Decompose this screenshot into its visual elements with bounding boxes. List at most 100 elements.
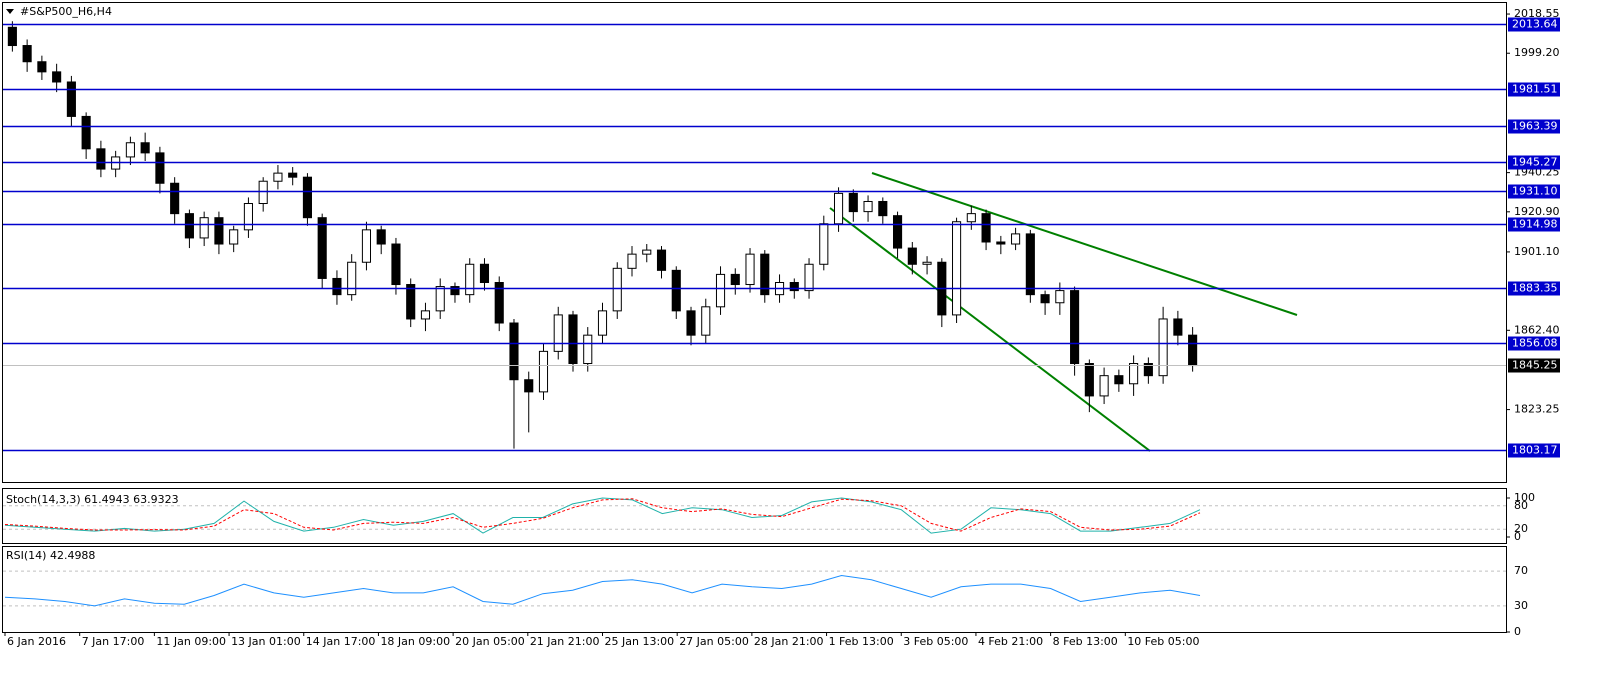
candle-body xyxy=(878,200,888,217)
y-tick-label: 70 xyxy=(1514,564,1528,577)
level-box xyxy=(1508,82,1560,97)
candle-body xyxy=(701,306,711,336)
candle-body xyxy=(1025,233,1035,296)
x-tick-label: 25 Jan 13:00 xyxy=(605,635,675,648)
candle-body xyxy=(819,223,829,265)
candle-body xyxy=(317,217,327,279)
level-box xyxy=(1508,336,1560,351)
candle-body xyxy=(391,243,401,286)
level-label: 1856.08 xyxy=(1512,337,1558,350)
rsi-title: RSI(14) 42.4988 xyxy=(6,549,95,562)
candle-body xyxy=(1011,233,1021,245)
level-label: 1803.17 xyxy=(1512,444,1558,457)
candle-body xyxy=(671,269,681,312)
x-tick-label: 14 Jan 17:00 xyxy=(306,635,376,648)
trendline xyxy=(871,172,1298,316)
candle-body xyxy=(347,261,357,296)
candle-body xyxy=(199,217,209,239)
candle-body xyxy=(745,253,755,286)
x-tick-label: 18 Jan 09:00 xyxy=(380,635,450,648)
candle-body xyxy=(494,282,504,324)
candle-body xyxy=(170,182,180,215)
y-tick-label: 1920.90 xyxy=(1514,205,1560,218)
candle-body xyxy=(66,81,76,117)
level-box xyxy=(1508,184,1560,199)
x-tick-label: 21 Jan 21:00 xyxy=(530,635,600,648)
y-tick-label: 1901.10 xyxy=(1514,245,1560,258)
candle-body xyxy=(376,229,386,245)
indicator-line xyxy=(4,498,1201,532)
candle-body xyxy=(125,142,135,158)
candle-body xyxy=(214,217,224,245)
candle-body xyxy=(789,282,799,292)
candle-body xyxy=(479,263,490,284)
x-tick-label: 13 Jan 01:00 xyxy=(231,635,301,648)
candle-body xyxy=(597,310,608,336)
candle-body xyxy=(229,229,239,245)
candle-body xyxy=(863,200,873,213)
candle-body xyxy=(1158,318,1168,377)
candle-body xyxy=(848,192,858,213)
stoch-panel xyxy=(2,488,1507,544)
candle-body xyxy=(1188,334,1198,367)
candle-body xyxy=(1173,318,1183,336)
x-tick-label: 4 Feb 21:00 xyxy=(978,635,1043,648)
x-tick-label: 6 Jan 2016 xyxy=(7,635,66,648)
candle-body xyxy=(966,213,976,223)
candle-body xyxy=(642,249,652,255)
candle-body xyxy=(22,45,32,63)
last-price-box xyxy=(1508,358,1560,373)
candle-body xyxy=(715,273,726,308)
level-label: 2013.64 xyxy=(1512,18,1558,31)
x-tick-label: 20 Jan 05:00 xyxy=(455,635,525,648)
indicator-line xyxy=(4,574,1201,607)
level-box xyxy=(1508,281,1560,296)
y-tick-label: 80 xyxy=(1514,499,1528,512)
y-tick-label: 2018.55 xyxy=(1514,7,1560,20)
candle-body xyxy=(465,263,475,296)
candle-body xyxy=(553,314,563,352)
level-box xyxy=(1508,17,1560,32)
level-box xyxy=(1508,217,1560,232)
y-tick-label: 1862.40 xyxy=(1514,323,1560,336)
candle-body xyxy=(730,273,740,286)
candle-body xyxy=(893,215,903,249)
y-tick-label: 0 xyxy=(1514,530,1521,543)
candle-body xyxy=(538,350,549,393)
candle-body xyxy=(435,286,445,312)
candle-body xyxy=(1040,294,1050,304)
candle-body xyxy=(907,247,917,265)
candle-body xyxy=(1070,290,1080,365)
candle-body xyxy=(7,26,17,47)
level-label: 1981.51 xyxy=(1512,83,1558,96)
candle-body xyxy=(155,152,165,184)
candle-body xyxy=(273,172,283,182)
level-label: 1945.27 xyxy=(1512,156,1558,169)
y-tick-label: 100 xyxy=(1514,491,1535,504)
candle-body xyxy=(1055,290,1065,304)
candle-body xyxy=(760,253,770,296)
candle-body xyxy=(509,322,519,381)
candle-body xyxy=(1084,363,1094,397)
candle-body xyxy=(804,263,814,292)
x-tick-label: 1 Feb 13:00 xyxy=(829,635,894,648)
candle-body xyxy=(140,142,150,154)
trendline xyxy=(829,207,1151,452)
level-label: 1914.98 xyxy=(1512,218,1558,231)
x-tick-label: 8 Feb 13:00 xyxy=(1053,635,1118,648)
stoch-title: Stoch(14,3,3) 61.4943 63.9323 xyxy=(6,493,179,506)
level-box xyxy=(1508,443,1560,458)
candle-body xyxy=(612,267,622,312)
y-tick-label: 0 xyxy=(1514,625,1521,638)
candle-body xyxy=(1114,375,1124,385)
candle-body xyxy=(833,192,844,225)
candle-body xyxy=(361,229,372,263)
candle-body xyxy=(1143,363,1153,377)
menu-triangle xyxy=(6,9,14,14)
candle-body xyxy=(52,71,62,83)
candle-body xyxy=(656,249,667,271)
candle-body xyxy=(243,203,253,231)
candle-body xyxy=(450,286,460,296)
y-tick-label: 1999.20 xyxy=(1514,46,1560,59)
